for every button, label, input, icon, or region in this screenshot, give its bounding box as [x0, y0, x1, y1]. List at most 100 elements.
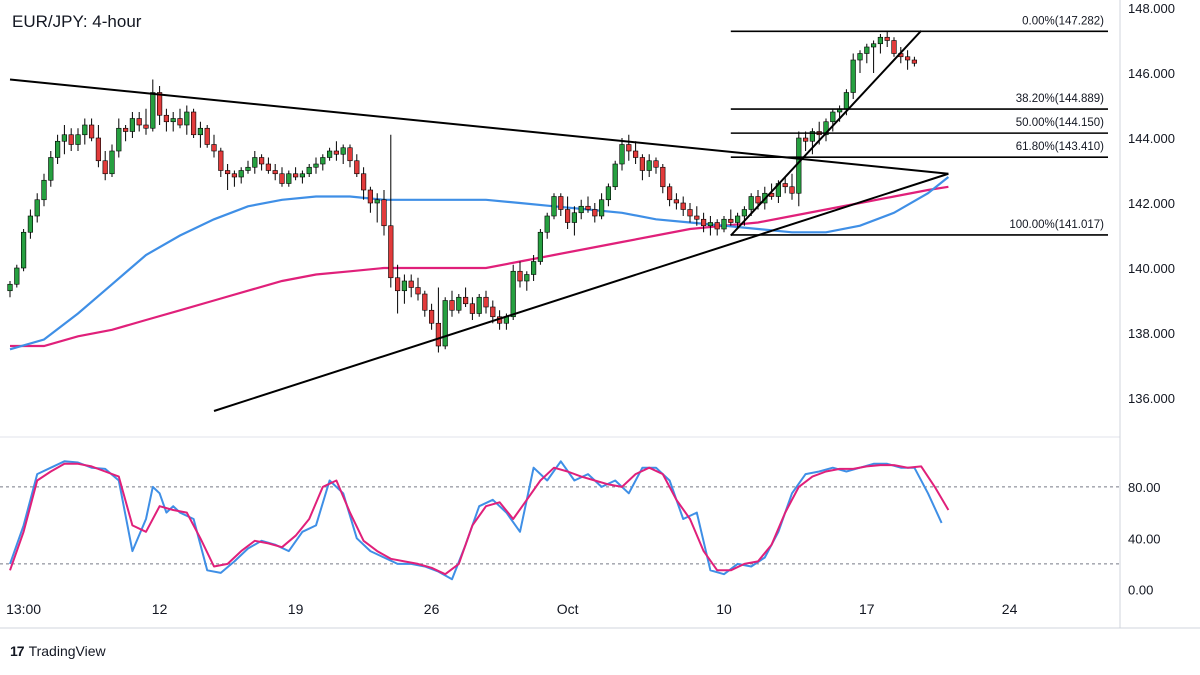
- candle-bullish: [857, 50, 863, 73]
- candle-body: [95, 137, 101, 162]
- candle-bearish: [360, 167, 367, 200]
- candle-bullish: [75, 128, 81, 151]
- candle-body: [564, 209, 571, 223]
- candle-body: [823, 121, 829, 136]
- candle-bearish: [585, 196, 591, 213]
- fibonacci-levels: 0.00%(147.282) 38.20%(144.889) 50.00%(144.…: [730, 15, 1108, 236]
- candle-bearish: [592, 203, 598, 223]
- candle-bearish: [347, 144, 353, 168]
- stoch-d-line: [9, 462, 950, 576]
- candle-bearish: [177, 108, 183, 129]
- candles: [7, 30, 917, 353]
- candle-body: [238, 170, 244, 178]
- candle-bullish: [20, 229, 27, 272]
- candle-body: [694, 215, 700, 220]
- brand-name: TradingView: [28, 643, 106, 659]
- sma-slow-line: [10, 185, 949, 348]
- candle-body: [75, 134, 81, 145]
- candle-body: [490, 306, 496, 318]
- candle-bearish: [428, 303, 435, 330]
- candle-bearish: [408, 274, 414, 298]
- time-axis: 13:00 12 19 26 Oct 10 17 24: [6, 601, 1018, 617]
- candle-bullish: [612, 160, 618, 190]
- time-tick-label: 17: [859, 601, 875, 617]
- candle-bearish: [564, 196, 571, 229]
- candle-body: [272, 170, 278, 175]
- candle-body: [408, 280, 414, 288]
- candle-bullish: [442, 297, 448, 350]
- candle-body: [904, 56, 911, 61]
- candle-body: [123, 127, 129, 132]
- candle-bearish: [218, 147, 224, 177]
- candle-body: [401, 280, 408, 292]
- candle-bearish: [265, 157, 272, 174]
- candle-bearish: [89, 118, 95, 142]
- candle-bearish: [449, 290, 455, 317]
- candle-bearish: [700, 212, 707, 233]
- candle-body: [340, 147, 346, 155]
- candle-body: [34, 199, 40, 217]
- candle-bearish: [517, 261, 523, 288]
- candle-body: [537, 231, 543, 262]
- candle-body: [510, 270, 516, 318]
- candle-body: [626, 144, 632, 152]
- candle-body: [143, 124, 149, 129]
- candle-body: [136, 118, 142, 126]
- candle-body: [673, 199, 679, 204]
- candle-body: [347, 147, 353, 162]
- candle-bearish: [394, 264, 401, 314]
- candle-body: [89, 124, 95, 139]
- candle-body: [802, 137, 809, 142]
- candle-bullish: [252, 151, 258, 174]
- candle-body: [191, 111, 197, 136]
- candle-body: [184, 111, 190, 126]
- candle-bullish: [571, 206, 577, 236]
- candle-bearish: [381, 190, 387, 236]
- candle-bearish: [558, 193, 564, 216]
- candle-bullish: [796, 131, 802, 207]
- candle-body: [218, 150, 224, 171]
- candle-bearish: [102, 151, 108, 181]
- candle-body: [796, 137, 802, 194]
- candle-body: [102, 160, 108, 175]
- candle-body: [258, 157, 265, 165]
- time-tick-label: 10: [716, 601, 732, 617]
- candle-bullish: [524, 271, 530, 291]
- trendline[interactable]: [213, 172, 949, 412]
- candle-body: [20, 231, 27, 269]
- candle-bullish: [34, 193, 40, 223]
- candle-bullish: [374, 193, 380, 223]
- candle-bearish: [483, 290, 489, 314]
- candle-body: [884, 36, 890, 41]
- candle-bullish: [41, 173, 47, 207]
- candle-bearish: [272, 164, 278, 181]
- stochastic-oscillator: 0.00 40.00 80.00: [0, 460, 1161, 598]
- candle-bearish: [95, 125, 101, 168]
- candle-bullish: [510, 264, 516, 320]
- candle-bullish: [245, 160, 251, 174]
- candle-bearish: [714, 219, 720, 236]
- candle-bearish: [157, 86, 163, 125]
- candle-body: [483, 296, 489, 308]
- candle-bearish: [660, 164, 666, 194]
- candle-bearish: [666, 183, 673, 207]
- candle-body: [422, 293, 428, 311]
- candle-body: [619, 144, 625, 165]
- candle-bearish: [789, 173, 795, 200]
- trendline[interactable]: [9, 78, 949, 175]
- price-tick-label: 140.000: [1128, 261, 1175, 276]
- candle-body: [530, 261, 537, 275]
- candle-bearish: [258, 154, 265, 171]
- candle-bullish: [605, 183, 611, 207]
- candle-bullish: [476, 294, 482, 317]
- candle-body: [54, 140, 61, 158]
- candle-bullish: [741, 206, 747, 226]
- candle-body: [326, 150, 333, 158]
- candle-body: [449, 300, 455, 311]
- candle-body: [517, 270, 523, 282]
- candle-bearish: [367, 186, 374, 213]
- candle-bullish: [14, 264, 20, 288]
- candle-bearish: [904, 50, 911, 70]
- candle-bullish: [823, 118, 829, 142]
